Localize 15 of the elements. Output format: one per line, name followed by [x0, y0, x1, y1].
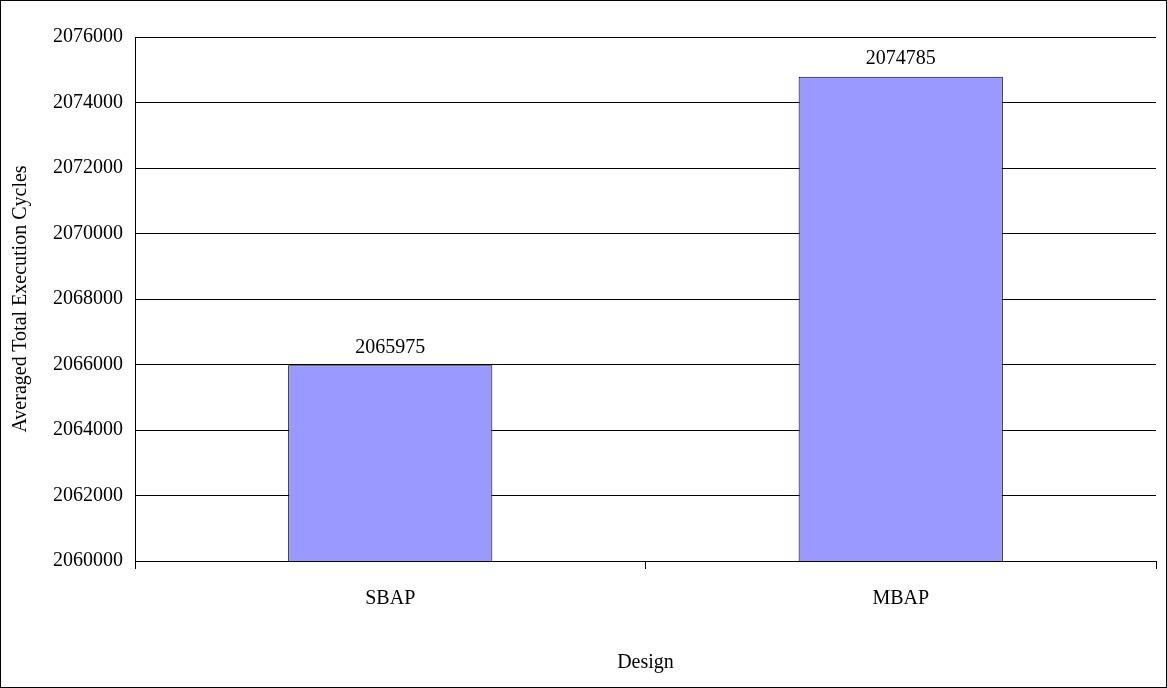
y-tick-label: 2072000	[53, 155, 123, 178]
y-tick-label: 2068000	[53, 286, 123, 309]
y-axis-title: Averaged Total Execution Cycles	[8, 165, 32, 433]
x-tick-label: SBAP	[365, 586, 416, 609]
y-tick-label: 2076000	[53, 24, 123, 47]
x-axis-title: Design	[617, 650, 674, 674]
data-label: 2065975	[355, 334, 426, 357]
x-tick-label: MBAP	[872, 586, 930, 609]
data-label: 2074785	[865, 46, 936, 69]
y-tick-label: 2074000	[53, 89, 123, 112]
y-tick-label: 2066000	[53, 351, 123, 374]
y-tick-label: 2070000	[53, 220, 123, 243]
y-tick-label: 2062000	[53, 482, 123, 505]
y-tick-label: 2060000	[53, 548, 123, 571]
y-tick-label: 2064000	[53, 417, 123, 440]
